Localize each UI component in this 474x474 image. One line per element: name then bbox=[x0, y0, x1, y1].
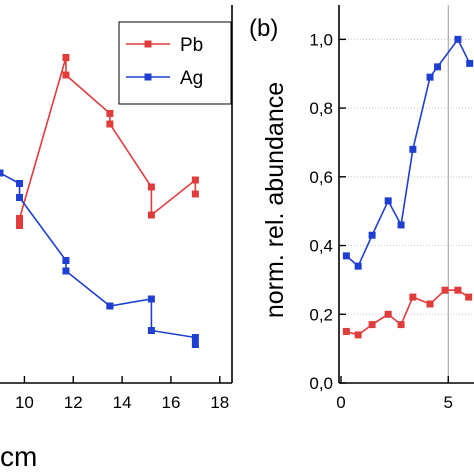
panel-b-point-1 bbox=[426, 300, 434, 308]
panel-b: (b) 0,0 0,2 0,4 0,6 0,8 1,0 0 5 norm. rel. abun… bbox=[249, 5, 474, 412]
panel-a-series bbox=[0, 54, 199, 348]
panel-b-point-0 bbox=[466, 59, 474, 67]
panel-a-point-ag bbox=[106, 302, 114, 310]
panel-b-point-0 bbox=[397, 221, 405, 229]
panel-a-point-ag bbox=[191, 334, 199, 341]
panel-b-ticks: 0,0 0,2 0,4 0,6 0,8 1,0 0 5 bbox=[309, 30, 453, 412]
panel-b-series-line-1 bbox=[346, 289, 470, 336]
panel-a-point-ag bbox=[62, 267, 70, 275]
panel-a-point-pb bbox=[16, 215, 24, 222]
legend-marker-ag bbox=[144, 73, 152, 81]
panel-b-y-tick-label: 1,0 bbox=[309, 30, 333, 49]
panel-b-point-0 bbox=[342, 252, 350, 260]
panel-b-point-1 bbox=[384, 310, 392, 318]
panel-b-point-0 bbox=[454, 35, 462, 43]
panel-a-point-ag bbox=[62, 257, 70, 264]
panel-b-point-1 bbox=[397, 321, 405, 329]
legend: Pb Ag bbox=[118, 21, 232, 105]
legend-label-ag: Ag bbox=[180, 68, 203, 89]
panel-a-point-ag bbox=[16, 180, 24, 187]
panel-a-x-axis-title: cm bbox=[0, 441, 37, 472]
panel-a-series-line-ag bbox=[0, 172, 197, 345]
panel-b-label: (b) bbox=[249, 15, 278, 42]
panel-b-y-tick-label: 0,8 bbox=[309, 99, 333, 118]
panel-b-x-tick-label: 5 bbox=[444, 393, 453, 412]
legend-label-pb: Pb bbox=[180, 35, 203, 56]
panel-b-point-1 bbox=[409, 293, 417, 301]
legend-entries: Pb Ag bbox=[126, 35, 203, 89]
panel-a-point-ag bbox=[147, 295, 155, 303]
panel-b-point-1 bbox=[441, 286, 449, 294]
panel-b-point-0 bbox=[426, 73, 434, 81]
panel-b-y-tick-label: 0,4 bbox=[309, 237, 333, 256]
panel-a: 10 12 14 16 18 cm Pb Ag bbox=[0, 5, 233, 472]
panel-a-ticks: 10 12 14 16 18 bbox=[15, 376, 229, 412]
panel-b-point-0 bbox=[434, 63, 442, 71]
panel-a-x-tick-label: 16 bbox=[161, 393, 180, 412]
panel-a-x-tick-label: 14 bbox=[113, 393, 132, 412]
panel-b-point-0 bbox=[368, 231, 376, 239]
panel-a-point-pb bbox=[106, 110, 114, 117]
panel-a-point-pb bbox=[62, 54, 70, 61]
panel-b-point-0 bbox=[409, 145, 417, 153]
panel-b-point-1 bbox=[454, 286, 462, 294]
panel-b-series-line-0 bbox=[345, 37, 471, 268]
panel-a-point-ag bbox=[191, 341, 199, 348]
panel-b-grid bbox=[339, 5, 474, 383]
panel-a-x-tick-label: 18 bbox=[210, 393, 229, 412]
panel-b-y-tick-label: 0,6 bbox=[309, 168, 333, 187]
legend-box bbox=[118, 21, 232, 105]
panel-b-x-tick-label: 0 bbox=[336, 393, 345, 412]
panel-a-point-ag bbox=[0, 169, 4, 177]
panel-a-x-tick-label: 12 bbox=[64, 393, 83, 412]
panel-b-y-tick-label: 0,0 bbox=[309, 374, 333, 393]
panel-b-point-1 bbox=[354, 331, 362, 339]
panel-a-point-pb bbox=[106, 120, 114, 128]
panel-b-point-1 bbox=[342, 327, 350, 335]
panel-b-y-axis-title: norm. rel. abundance bbox=[261, 82, 289, 318]
panel-a-point-ag bbox=[16, 194, 24, 201]
panel-a-x-tick-label: 10 bbox=[15, 393, 34, 412]
panel-b-point-0 bbox=[354, 262, 362, 270]
panel-a-point-pb bbox=[62, 71, 70, 79]
panel-a-point-ag bbox=[147, 327, 155, 334]
panel-b-point-0 bbox=[384, 197, 392, 205]
panel-a-point-pb bbox=[16, 222, 24, 229]
panel-b-series bbox=[342, 35, 474, 339]
panel-a-point-pb bbox=[191, 176, 199, 184]
panel-a-series-line-pb bbox=[18, 57, 197, 226]
panel-b-point-1 bbox=[368, 321, 376, 329]
panel-a-point-pb bbox=[147, 183, 155, 191]
panel-b-y-tick-label: 0,2 bbox=[309, 305, 333, 324]
panel-b-point-1 bbox=[465, 293, 473, 301]
panel-a-point-pb bbox=[191, 190, 199, 198]
legend-marker-pb bbox=[144, 40, 152, 48]
panel-a-point-pb bbox=[147, 211, 155, 219]
